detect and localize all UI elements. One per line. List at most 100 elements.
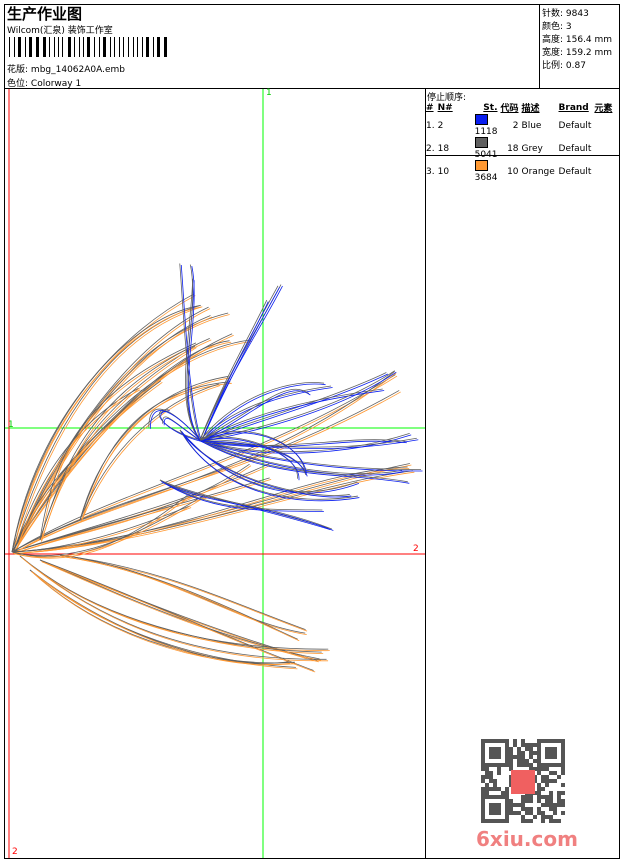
stitch-path xyxy=(41,344,198,542)
stitch-path xyxy=(179,263,201,441)
qr-module xyxy=(493,779,497,783)
table-row: 2. 18 5041 18 Grey Default xyxy=(426,137,615,160)
stitch-path xyxy=(21,557,324,655)
qr-module xyxy=(541,763,545,767)
stitch-path xyxy=(199,439,422,470)
qr-module xyxy=(489,795,493,799)
qr-module xyxy=(517,755,521,759)
qr-module xyxy=(529,795,533,799)
qr-module xyxy=(557,799,561,803)
row-n: 18 xyxy=(437,143,450,154)
stitch-path xyxy=(199,370,396,441)
axis-label-left: 1 xyxy=(8,420,14,430)
row-code: 10 xyxy=(507,166,519,177)
qr-module xyxy=(481,759,485,763)
qr-module xyxy=(533,759,537,763)
qr-module xyxy=(497,747,501,751)
stitch-path xyxy=(11,371,395,553)
qr-module xyxy=(521,755,525,759)
color-swatch xyxy=(474,137,488,148)
qr-module xyxy=(497,819,501,823)
qr-module xyxy=(549,799,553,803)
stitch-path xyxy=(11,470,413,553)
qr-module xyxy=(553,811,557,815)
qr-module xyxy=(493,811,497,815)
qr-module xyxy=(505,815,509,819)
table-header: # N# St. 代码 描述 Brand 元素 xyxy=(426,101,615,115)
stitch-path xyxy=(201,441,410,484)
qr-module xyxy=(537,787,541,791)
qr-module xyxy=(541,815,545,819)
qr-module xyxy=(509,755,513,759)
stitch-path xyxy=(11,505,190,553)
qr-module xyxy=(505,791,509,795)
stitch-path xyxy=(180,264,202,442)
row-desc: Orange xyxy=(521,166,555,177)
qr-module xyxy=(517,759,521,763)
stitch-path xyxy=(201,439,419,450)
qr-module xyxy=(509,803,513,807)
stitch-count-value: 1118 xyxy=(474,127,498,137)
qr-module xyxy=(481,811,485,815)
qr-module xyxy=(553,819,557,823)
stitch-path xyxy=(199,439,403,474)
stitch-path xyxy=(81,385,221,522)
qr-module xyxy=(537,807,541,811)
qr-module xyxy=(529,751,533,755)
qr-module xyxy=(481,795,485,799)
qr-module xyxy=(529,755,533,759)
stitch-path xyxy=(199,388,310,441)
design-file: 花版: mbg_14062A0A.emb xyxy=(7,62,125,75)
qr-module xyxy=(497,803,501,807)
col-brand: Brand xyxy=(558,102,589,113)
qr-module xyxy=(485,787,489,791)
qr-module xyxy=(489,807,493,811)
qr-module xyxy=(537,743,541,747)
stitch-count-value: 5041 xyxy=(474,150,498,160)
row-n: 10 xyxy=(437,166,450,177)
qr-code xyxy=(481,739,565,823)
qr-module xyxy=(533,751,537,755)
design-width: 宽度: 159.2 mm xyxy=(542,48,613,58)
qr-module xyxy=(517,747,521,751)
qr-module xyxy=(509,807,513,811)
stitch-path xyxy=(201,441,308,477)
qr-module xyxy=(481,791,485,795)
stitch-path xyxy=(79,375,229,521)
qr-module xyxy=(521,807,525,811)
qr-module xyxy=(485,739,489,743)
qr-module xyxy=(493,739,497,743)
stitch-path xyxy=(13,495,192,559)
qr-module xyxy=(501,739,505,743)
row-code: 2 xyxy=(512,120,519,131)
qr-module xyxy=(489,755,493,759)
qr-module xyxy=(481,747,485,751)
stitch-path xyxy=(29,569,289,664)
qr-module xyxy=(545,747,549,751)
qr-module xyxy=(553,807,557,811)
qr-module xyxy=(489,787,493,791)
qr-module xyxy=(557,739,561,743)
qr-module xyxy=(541,819,545,823)
row-brand: Default xyxy=(558,120,592,131)
qr-module xyxy=(505,751,509,755)
seal-logo xyxy=(511,770,535,794)
qr-module xyxy=(485,783,489,787)
qr-module xyxy=(493,783,497,787)
row-st: 5041 xyxy=(474,137,501,160)
col-desc: 描述 xyxy=(521,104,540,114)
stitch-path xyxy=(16,381,163,550)
qr-module xyxy=(541,739,545,743)
stitch-path xyxy=(29,569,295,664)
stitch-path xyxy=(39,559,314,671)
qr-module xyxy=(489,779,493,783)
qr-module xyxy=(485,771,489,775)
qr-module xyxy=(557,803,561,807)
qr-module xyxy=(545,783,549,787)
row-brand: Default xyxy=(558,143,592,154)
qr-module xyxy=(497,739,501,743)
stitch-path xyxy=(39,559,318,661)
qr-module xyxy=(533,775,537,779)
stitch-path xyxy=(59,554,306,634)
stitch-path xyxy=(163,418,202,442)
